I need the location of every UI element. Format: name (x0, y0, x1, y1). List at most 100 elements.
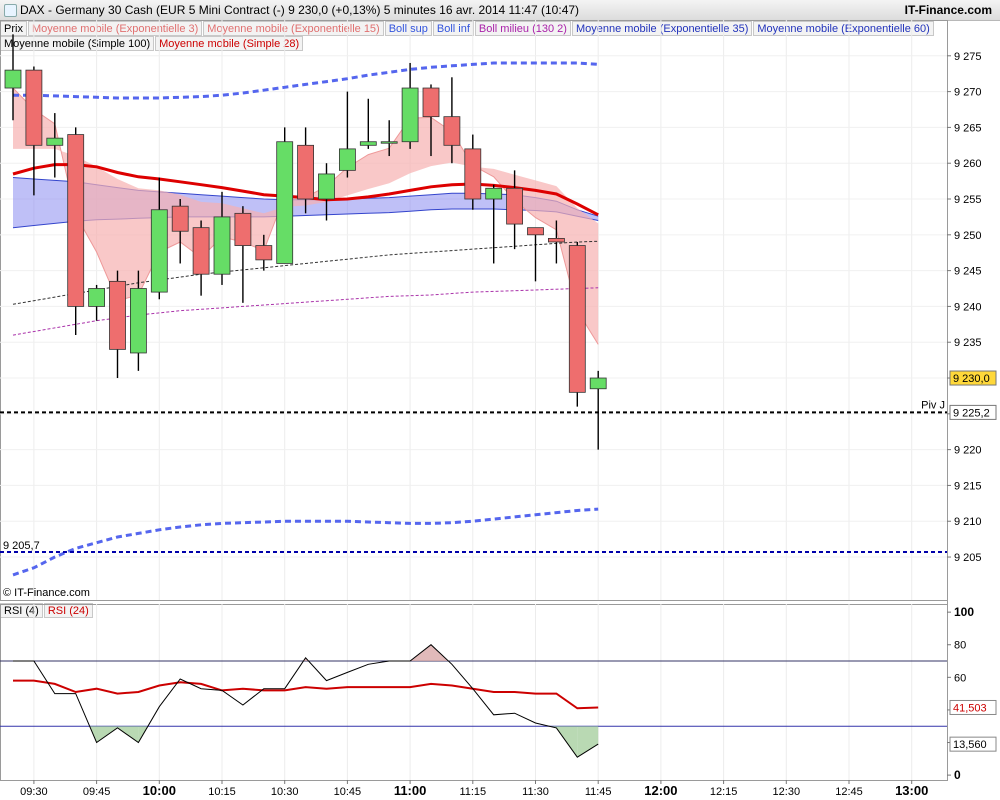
legend-item[interactable]: Boll milieu (130 2) (474, 21, 571, 36)
rsi-oversold-fill (89, 726, 97, 743)
candle-body (109, 280, 126, 350)
candle-body (67, 134, 85, 307)
candle (422, 84, 440, 157)
candle (380, 120, 398, 157)
rsi4-line (13, 644, 599, 758)
y-tick-label: 9 275 (954, 51, 982, 63)
x-tick-label: 10:15 (208, 786, 236, 798)
candle-body (527, 227, 544, 236)
x-tick-label: 10:45 (334, 786, 362, 798)
sma28-line (12, 163, 599, 217)
candle-body (171, 205, 189, 232)
candle-body (150, 209, 168, 293)
rsi-oversold-fill (138, 726, 148, 743)
candle-body (485, 187, 503, 200)
legend-item[interactable]: Moyenne mobile (Exponentielle 60) (753, 21, 934, 36)
candle-body (129, 288, 147, 354)
last-price-label: 9 230,0 (953, 373, 990, 385)
candle-body (548, 237, 565, 243)
candle (401, 62, 419, 149)
y-tick-label: 9 205 (954, 552, 982, 564)
candle (506, 170, 524, 250)
candle (46, 113, 64, 178)
rsi-oversold-fill (556, 726, 578, 758)
legend-item[interactable]: RSI (4) (0, 603, 43, 618)
sma100-line (12, 240, 599, 305)
candle (318, 163, 335, 221)
x-tick-label: 11:00 (394, 783, 427, 798)
ema35-line (12, 177, 599, 217)
x-tick-label: 12:30 (773, 786, 801, 798)
rsi-plot-frame (0, 604, 948, 781)
candle (443, 77, 461, 164)
title-bar: DAX - Germany 30 Cash (EUR 5 Mini Contra… (0, 0, 1000, 21)
legend-item[interactable]: Prix (0, 21, 27, 36)
legend-item[interactable]: Moyenne mobile (Simple 100) (0, 36, 155, 51)
x-tick-label: 09:45 (83, 786, 111, 798)
legend-item[interactable]: Boll inf (432, 21, 474, 36)
candle-body (276, 141, 294, 264)
candle-body (25, 69, 43, 146)
candle-body (213, 216, 231, 275)
x-tick-label: 13:00 (895, 783, 928, 798)
pivot-value-label-box (949, 404, 997, 420)
legend-item[interactable]: RSI (24) (43, 603, 93, 618)
x-tick-label: 11:30 (522, 786, 549, 798)
rsi24-line (13, 679, 599, 710)
candle (213, 191, 231, 285)
candle-body (234, 212, 252, 246)
y-tick-label: 9 215 (954, 480, 982, 492)
candle-body (589, 377, 607, 390)
window-checkbox-icon[interactable] (4, 4, 17, 17)
candle-body (359, 141, 377, 146)
candle (129, 270, 147, 371)
rsi-oversold-fill (549, 726, 557, 728)
legend-main-row: Prix Moyenne mobile (Exponentielle 3) Moye… (0, 21, 935, 36)
copyright-label: © IT-Finance.com (3, 587, 90, 599)
legend-item[interactable]: Moyenne mobile (Simple 28) (155, 36, 304, 51)
y-tick-label: 9 250 (954, 230, 982, 242)
rsi-oversold-fill (577, 726, 599, 758)
x-tick-label: 10:30 (271, 786, 299, 798)
candle-body (318, 173, 335, 200)
candle (276, 127, 294, 264)
legend-item[interactable]: Boll sup (384, 21, 432, 36)
candle (485, 184, 503, 264)
candle-body (443, 116, 461, 146)
legend-item[interactable]: Moyenne mobile (Exponentielle 3) (27, 21, 203, 36)
ema3-15-band (13, 88, 599, 345)
x-tick-label: 12:15 (710, 786, 738, 798)
rsi-y-tick-label: 0 (954, 768, 961, 782)
candle (109, 270, 126, 379)
main-plot-frame (0, 20, 948, 601)
candle-body (568, 245, 586, 393)
candle-body (88, 288, 105, 307)
candle (548, 220, 565, 264)
legend-item[interactable]: Moyenne mobile (Exponentielle 35) (571, 21, 753, 36)
window-title: DAX - Germany 30 Cash (EUR 5 Mini Contra… (20, 3, 580, 17)
candle (589, 370, 607, 450)
candle-body (46, 137, 64, 146)
rsi4-value-label-box (949, 736, 997, 752)
candle (297, 127, 315, 214)
rsi24-value-label-box (949, 699, 997, 715)
candle-body (338, 148, 356, 171)
y-tick-label: 9 210 (954, 516, 982, 528)
ema60-line (12, 208, 599, 229)
y-tick-label: 9 270 (954, 87, 982, 99)
x-tick-label: 11:15 (459, 786, 486, 798)
legend-item[interactable]: Moyenne mobile (Exponentielle 15) (203, 21, 384, 36)
x-tick-label: 10:00 (143, 783, 176, 798)
candle (67, 127, 85, 336)
candle (171, 199, 189, 264)
candle-body (464, 148, 482, 200)
candle-body (422, 87, 440, 118)
ema3-line (12, 87, 599, 345)
candle-body (506, 187, 524, 225)
x-tick-label: 12:45 (835, 786, 863, 798)
rsi-overbought-fill (410, 644, 431, 661)
candle-body (255, 245, 273, 261)
y-tick-label: 9 245 (954, 266, 982, 278)
candle (359, 98, 377, 149)
